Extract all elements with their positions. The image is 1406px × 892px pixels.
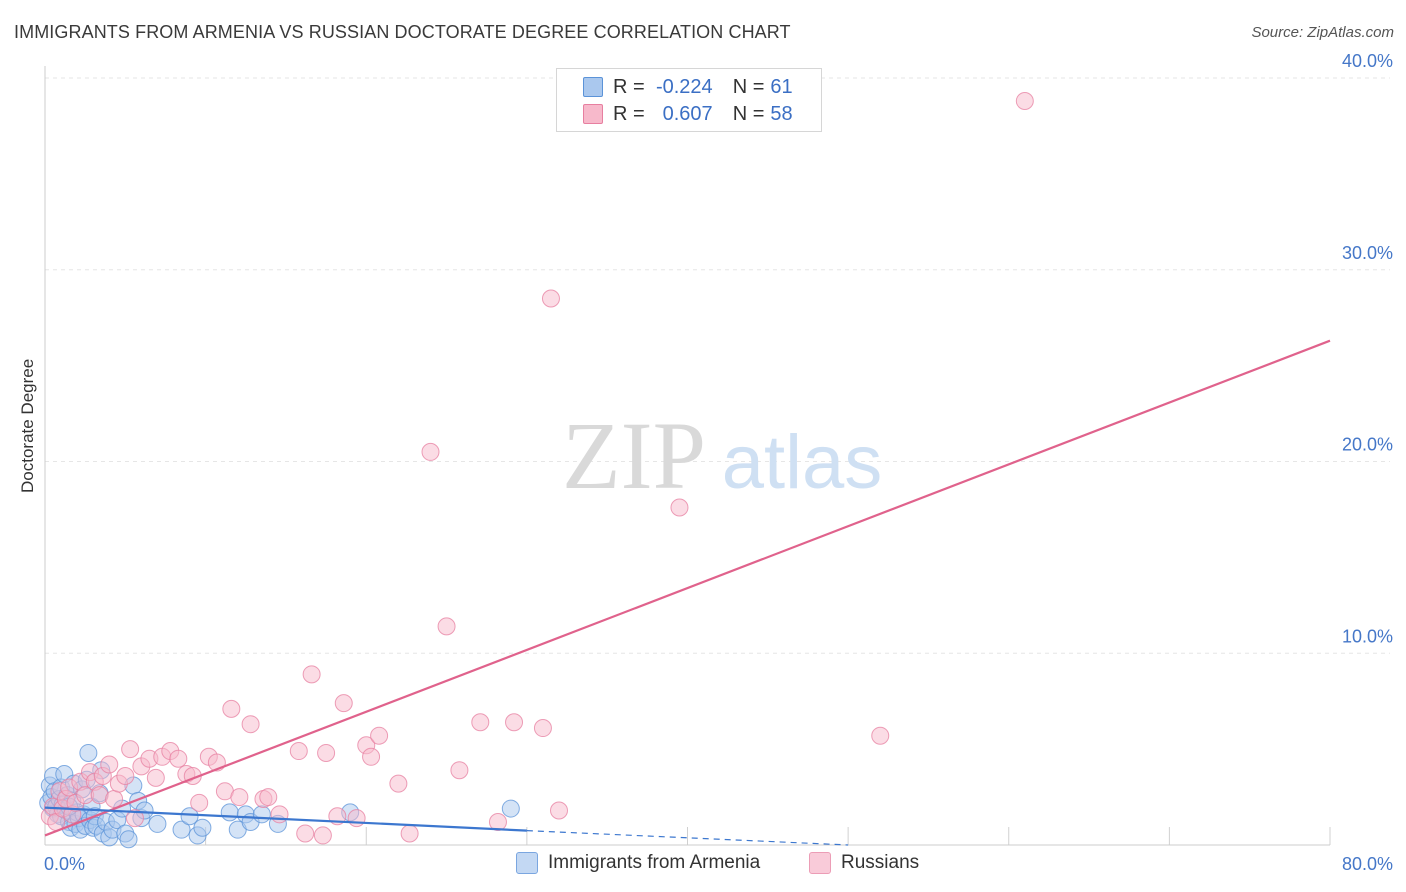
data-point-russia xyxy=(505,713,524,732)
legend-row-armenia: R = -0.224 N = 61 xyxy=(583,74,810,100)
legend-n-value: 58 xyxy=(770,102,793,125)
source-label: Source: ZipAtlas.com xyxy=(1251,24,1394,41)
data-point-russia xyxy=(125,809,144,828)
data-point-russia xyxy=(871,726,890,745)
data-point-russia xyxy=(100,755,119,774)
data-point-russia xyxy=(362,747,381,766)
legend-n-value: 61 xyxy=(770,75,793,98)
x-tick-label: 80.0% xyxy=(1342,854,1393,874)
data-point-russia xyxy=(347,809,366,828)
grid-lines xyxy=(44,77,1390,845)
data-point-russia xyxy=(437,617,456,636)
series-russia-points xyxy=(40,92,1034,845)
trend-line-russia xyxy=(44,339,1331,837)
data-point-russia xyxy=(450,761,469,780)
legend-label-armenia: Immigrants from Armenia xyxy=(548,852,761,873)
legend-row-russia: R = 0.607 N = 58 xyxy=(583,101,810,127)
legend-r-label: R = xyxy=(613,75,645,98)
legend-r-value: -0.224 xyxy=(655,75,713,98)
watermark-zip: ZIP xyxy=(562,402,706,509)
watermark-atlas: atlas xyxy=(722,420,883,505)
data-point-russia xyxy=(270,805,289,824)
chart-title: IMMIGRANTS FROM ARMENIA VS RUSSIAN DOCTO… xyxy=(14,22,791,42)
data-point-russia xyxy=(169,749,188,768)
data-point-armenia xyxy=(180,807,199,826)
legend-n-label: N = xyxy=(732,75,765,98)
data-point-russia xyxy=(421,442,440,461)
data-point-russia xyxy=(370,726,389,745)
data-point-russia xyxy=(400,824,419,843)
y-tick-label: 20.0% xyxy=(1342,435,1393,455)
data-point-russia xyxy=(105,789,124,808)
legend-item-armenia[interactable]: Immigrants from Armenia xyxy=(516,852,760,874)
data-point-russia xyxy=(389,774,408,793)
series-legend: Immigrants from Armenia Russians xyxy=(0,852,1406,878)
data-point-russia xyxy=(550,801,568,820)
data-point-russia xyxy=(230,788,249,807)
y-tick-label: 30.0% xyxy=(1342,243,1393,263)
data-point-russia xyxy=(190,793,209,812)
data-point-russia xyxy=(313,826,332,845)
legend-swatch-armenia xyxy=(583,77,603,97)
data-point-russia xyxy=(334,694,353,713)
trend-line-armenia xyxy=(44,806,527,832)
legend-item-russia[interactable]: Russians xyxy=(809,852,919,874)
tick-labels: 10.0% 20.0% 30.0% 40.0% 0.0% 80.0% xyxy=(44,51,1393,874)
watermark: ZIP atlas xyxy=(562,402,882,509)
data-point-russia xyxy=(317,743,336,762)
y-tick-label: 40.0% xyxy=(1342,51,1393,71)
data-point-russia xyxy=(541,289,560,308)
legend-n-label: N = xyxy=(732,102,765,125)
data-point-russia xyxy=(533,719,552,738)
data-point-russia xyxy=(289,742,308,761)
data-point-russia xyxy=(241,715,260,734)
legend-swatch-armenia xyxy=(516,852,538,874)
data-point-russia xyxy=(471,713,490,732)
data-point-armenia xyxy=(220,803,239,822)
data-point-russia xyxy=(121,740,140,759)
y-axis-label: Doctorate Degree xyxy=(18,358,37,493)
data-point-russia xyxy=(670,498,689,517)
axes xyxy=(44,66,1330,846)
data-point-armenia xyxy=(119,830,138,849)
data-point-armenia xyxy=(501,799,520,818)
data-point-russia xyxy=(222,699,241,718)
data-point-russia xyxy=(296,824,315,843)
legend-swatch-russia xyxy=(809,852,831,874)
data-point-armenia xyxy=(193,818,212,837)
data-point-russia xyxy=(146,768,165,787)
legend-label-russia: Russians xyxy=(841,852,920,873)
stats-legend: R = -0.224 N = 61 R = 0.607 N = 58 xyxy=(556,68,822,132)
data-point-armenia xyxy=(148,814,167,833)
legend-r-value: 0.607 xyxy=(662,102,713,125)
data-point-russia xyxy=(488,812,507,831)
data-point-russia xyxy=(302,665,321,684)
data-point-russia xyxy=(1015,92,1034,111)
data-point-russia xyxy=(116,766,135,785)
data-point-armenia xyxy=(79,743,98,762)
legend-r-label: R = xyxy=(613,102,645,125)
legend-swatch-russia xyxy=(583,104,603,124)
data-point-armenia xyxy=(172,820,191,839)
data-point-russia xyxy=(259,788,278,807)
data-point-armenia xyxy=(252,805,271,824)
trend-line-armenia-extension xyxy=(526,830,849,846)
y-tick-label: 10.0% xyxy=(1342,626,1393,646)
trend-lines xyxy=(44,339,1331,846)
x-tick-label: 0.0% xyxy=(44,854,85,874)
